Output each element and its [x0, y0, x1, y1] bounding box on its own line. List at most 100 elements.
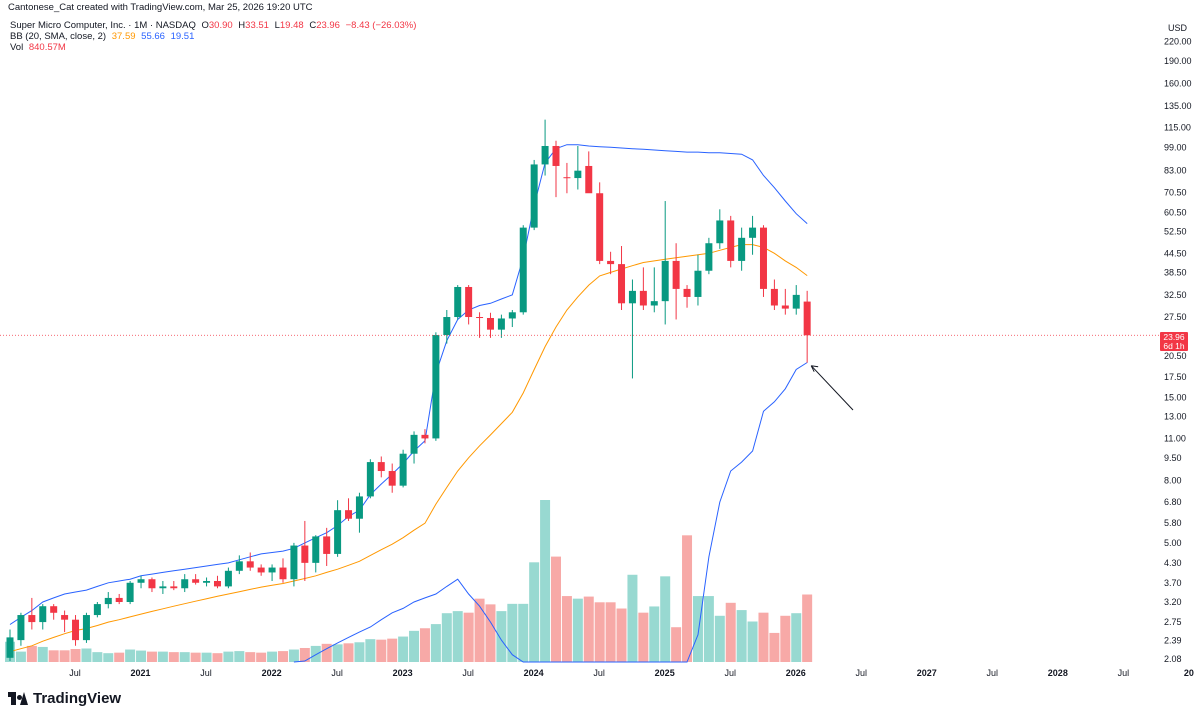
time-tick-label: Jul [593, 668, 605, 678]
candle-body [661, 260, 669, 302]
candle-body [792, 294, 800, 309]
volume-bar [59, 650, 70, 662]
candle-body [716, 220, 724, 244]
volume-bar [507, 603, 518, 662]
volume-bar [409, 630, 420, 662]
close-value: 23.96 [316, 20, 340, 31]
price-tick-label: 17.50 [1164, 372, 1187, 382]
candle-body [312, 536, 320, 563]
time-tick-label: Jul [200, 668, 212, 678]
volume-bar [310, 645, 321, 662]
volume-bar [70, 649, 81, 662]
volume-bar [714, 615, 725, 662]
candle-body [137, 579, 145, 583]
price-tick-label: 3.70 [1164, 578, 1182, 588]
candle-body [257, 567, 265, 573]
volume-bar [474, 598, 485, 662]
candle-body [148, 579, 156, 589]
candle-body [159, 586, 167, 589]
bollinger-legend: BB (20, SMA, close, 2) 37.59 55.66 19.51 [10, 31, 197, 43]
candle-body [61, 615, 69, 620]
bb-upper-line [9, 144, 808, 625]
candle-body [694, 270, 702, 297]
currency-label: USD [1168, 23, 1188, 33]
candle-body [6, 637, 14, 658]
price-tick-label: 44.50 [1164, 248, 1187, 258]
tradingview-brand[interactable]: TradingView [8, 690, 121, 707]
candle-body [279, 567, 287, 580]
candle-body [541, 145, 549, 165]
volume-bar [201, 652, 212, 662]
price-tick-label: 2.08 [1164, 654, 1182, 664]
candle-body [497, 318, 505, 330]
time-axis[interactable]: Jul 2021 Jul 2022 Jul 2023 Jul 2024 Jul 2025 Jul 20… [69, 668, 1194, 678]
volume-bar [26, 645, 37, 662]
candle-body [366, 462, 374, 497]
volume-bar [649, 606, 660, 662]
open-value: 30.90 [208, 20, 233, 31]
volume-bar [114, 652, 125, 662]
price-tick-label: 2.39 [1164, 636, 1182, 646]
candle-body [377, 462, 385, 472]
candle-body [82, 615, 90, 641]
price-tick-label: 15.00 [1164, 392, 1187, 402]
time-tick-label: 2027 [917, 668, 937, 678]
change-value: −8.43 (−26.03%) [345, 20, 417, 31]
ohlc-legend: Super Micro Computer, Inc. · 1M · NASDAQ… [10, 20, 419, 32]
price-axis[interactable]: USD 220.00 190.00 160.00 135.00 115.00 99.00 83… [1164, 23, 1192, 664]
volume-bar [223, 651, 234, 662]
volume-bar [802, 594, 813, 662]
volume-bar [212, 653, 223, 662]
last-price-tag: 23.96 6d 1h [1160, 332, 1188, 351]
volume-bar [583, 596, 594, 662]
price-tick-label: 38.50 [1164, 267, 1187, 277]
chart-credit: Cantonese_Cat created with TradingView.c… [8, 2, 316, 14]
volume-bar [245, 652, 256, 662]
candle-body [345, 510, 353, 519]
time-tick-label: Jul [69, 668, 81, 678]
volume-bar [376, 639, 387, 662]
time-tick-label: 2026 [786, 668, 806, 678]
volume-bar [452, 611, 463, 662]
volume-bar [430, 624, 441, 662]
candle-body [476, 317, 484, 319]
time-tick-label: Jul [462, 668, 474, 678]
volume-bar [747, 621, 758, 662]
candle-body [770, 288, 778, 306]
volume-bar [769, 632, 780, 662]
volume-bar [725, 602, 736, 662]
volume-bar [682, 535, 693, 662]
candle-body [508, 312, 516, 319]
volume-bar [529, 562, 540, 662]
vol-label[interactable]: Vol [10, 42, 24, 53]
volume-bar [540, 500, 551, 662]
candle-body [683, 288, 691, 297]
symbol-name[interactable]: Super Micro Computer, Inc. · 1M · NASDAQ [10, 20, 196, 31]
bb-label[interactable]: BB (20, SMA, close, 2) [10, 31, 107, 42]
candle-body [388, 471, 396, 486]
candle-body [628, 290, 636, 304]
candle-body [781, 305, 789, 309]
price-tick-label: 11.00 [1164, 433, 1186, 443]
price-tick-label: 27.50 [1164, 312, 1187, 322]
volume-bar [627, 574, 638, 662]
price-tick-label: 52.50 [1164, 226, 1187, 236]
volume-bar [15, 651, 26, 662]
candle-body [650, 301, 658, 306]
low-label: L [274, 20, 280, 31]
candle-body [454, 286, 462, 318]
volume-bar [671, 627, 682, 662]
volume-bar [616, 608, 627, 662]
time-tick-label: 2025 [655, 668, 675, 678]
volume-bar [605, 602, 616, 662]
volume-bar [572, 598, 583, 662]
volume-bar [758, 612, 769, 662]
bollinger-bands [9, 144, 808, 663]
time-tick-label: 2024 [524, 668, 544, 678]
price-tick-label: 135.00 [1164, 101, 1192, 111]
time-tick-label: 2022 [262, 668, 282, 678]
volume-bar [267, 651, 278, 662]
high-value: 33.51 [245, 20, 269, 31]
candle-body [432, 335, 440, 439]
